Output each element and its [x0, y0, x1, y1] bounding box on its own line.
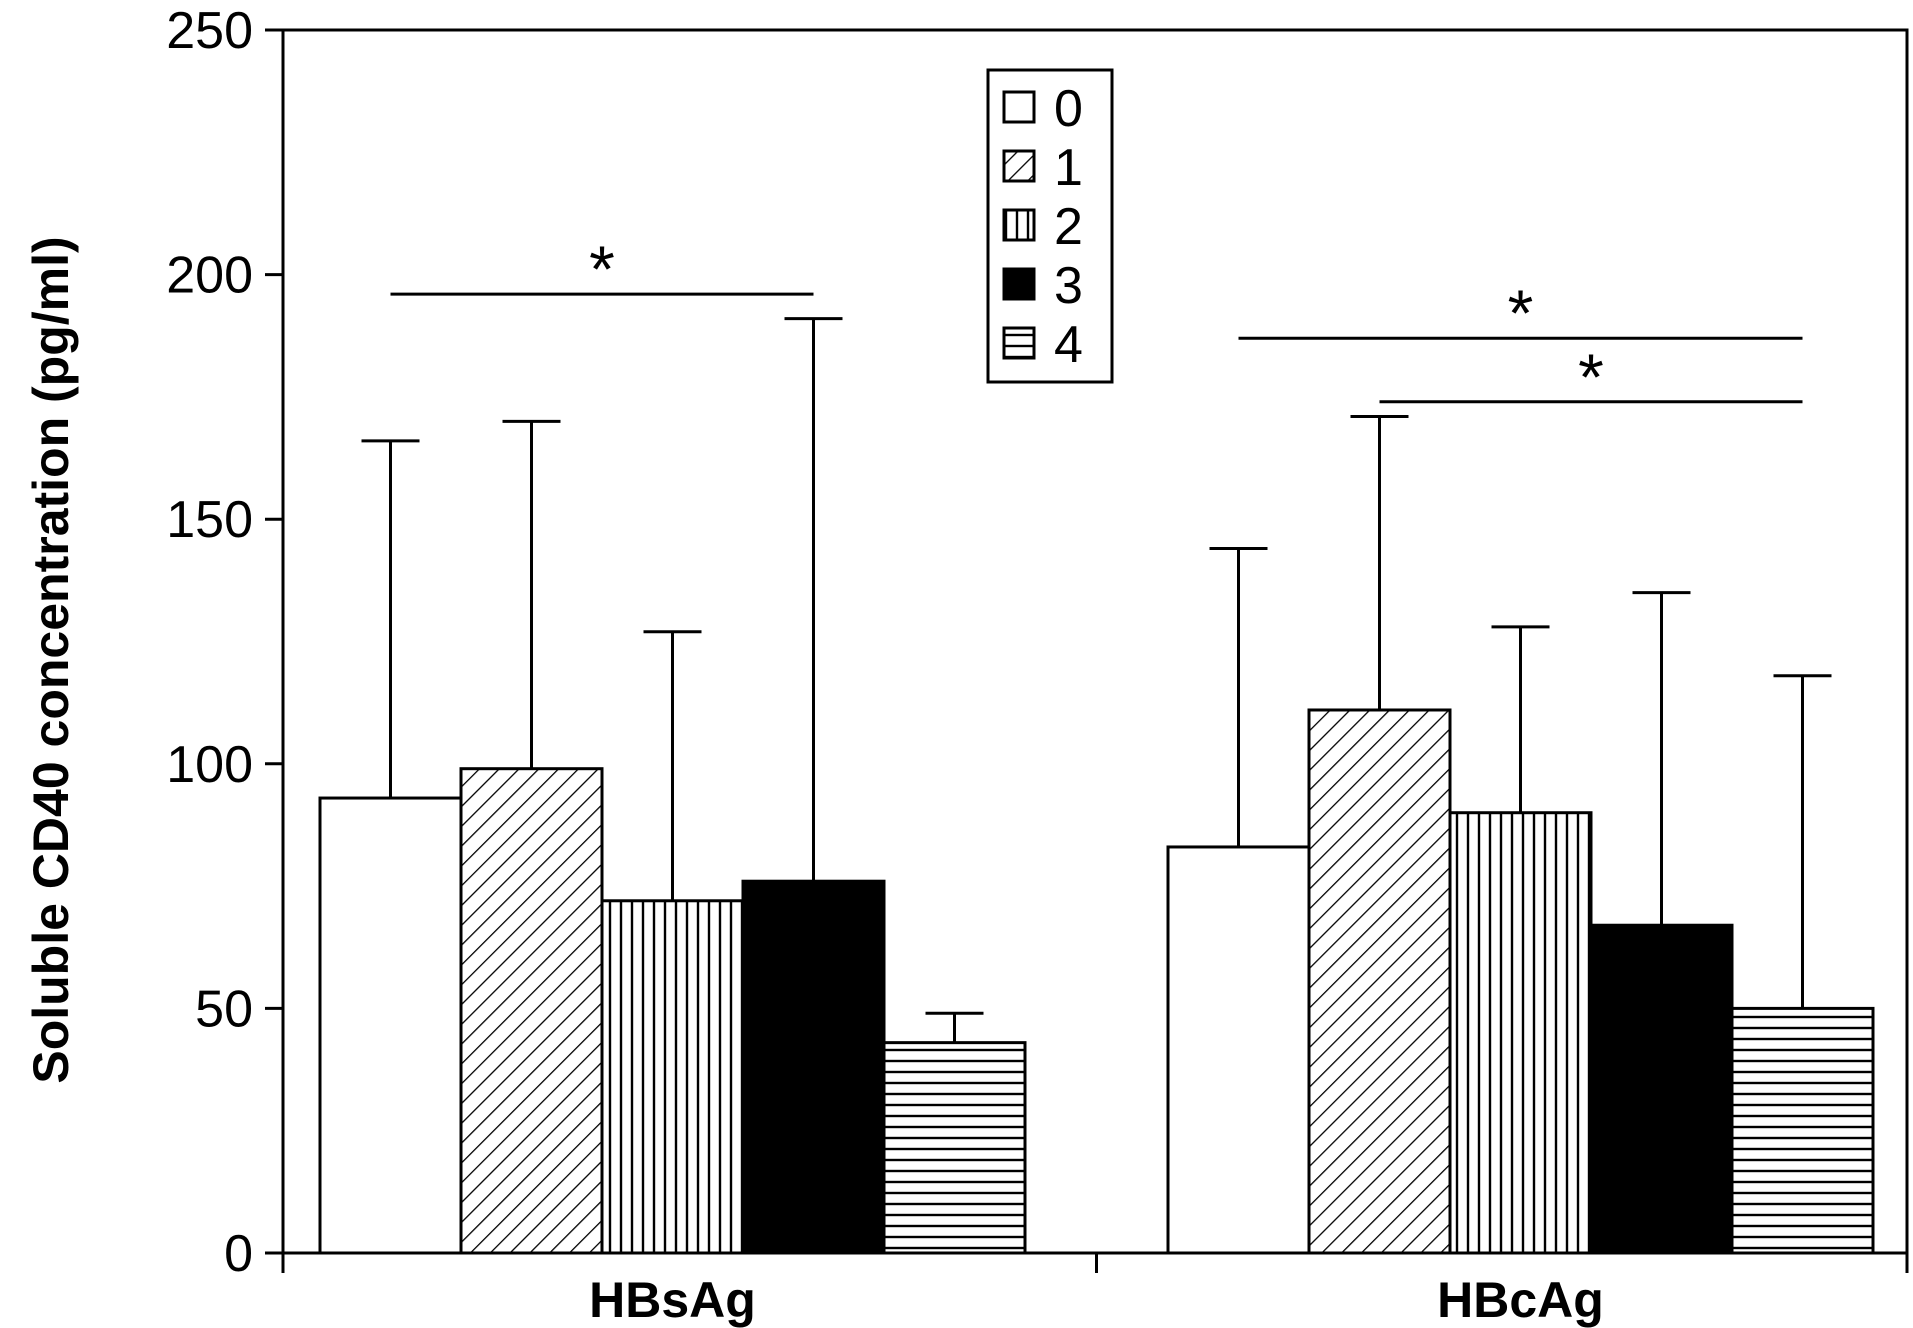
- plot-area: 0 50 100 150 200 250 HBsAg HBcAg * * *: [166, 2, 1909, 1328]
- y-tick-label: 200: [166, 247, 253, 305]
- bar-HBcAg-0: [1166, 845, 1311, 1255]
- y-tick-label: 100: [166, 736, 253, 794]
- bar-HBsAg-2: [600, 899, 745, 1255]
- y-tick-label: 0: [224, 1225, 253, 1283]
- bar-HBcAg-2: [1448, 811, 1593, 1255]
- legend-swatch: [1002, 267, 1036, 301]
- x-category-label: HBsAg: [589, 1272, 756, 1328]
- bar-HBsAg-4: [882, 1041, 1027, 1255]
- y-tick-label: 50: [195, 980, 253, 1038]
- legend-swatch: [1002, 149, 1036, 183]
- bar-HBcAg-3: [1589, 923, 1734, 1255]
- legend-label: 3: [1054, 257, 1083, 315]
- significance-star: *: [1508, 276, 1534, 350]
- y-tick-label: 250: [166, 2, 253, 60]
- legend-swatch: [1002, 326, 1036, 360]
- bar-HBcAg-4: [1730, 1006, 1875, 1255]
- y-tick-label: 150: [166, 491, 253, 549]
- significance-star: *: [589, 232, 615, 306]
- bar-HBcAg-1: [1307, 708, 1452, 1255]
- legend-label: 2: [1054, 198, 1083, 256]
- legend-label: 0: [1054, 80, 1083, 138]
- bar-HBsAg-0: [318, 796, 463, 1255]
- x-category-label: HBcAg: [1437, 1272, 1604, 1328]
- significance-star: *: [1578, 340, 1604, 414]
- legend-label: 4: [1054, 316, 1083, 374]
- legend-swatch: [1002, 90, 1036, 124]
- legend-label: 1: [1054, 139, 1083, 197]
- y-axis-title: Soluble CD40 concentration (pg/ml): [23, 236, 79, 1083]
- legend-swatch: [1002, 208, 1036, 242]
- bar-HBsAg-1: [459, 767, 604, 1255]
- bar-HBsAg-3: [741, 879, 886, 1255]
